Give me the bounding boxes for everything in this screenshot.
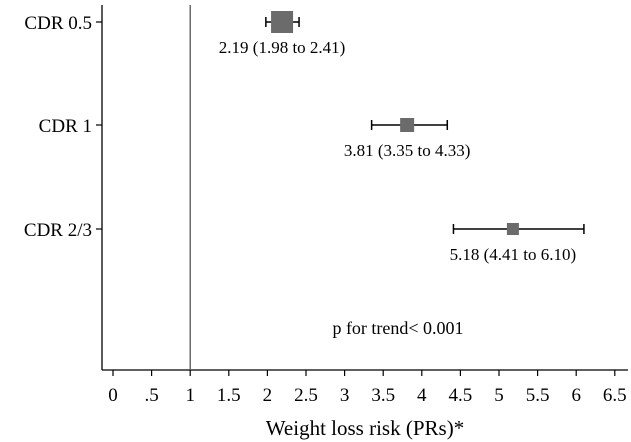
x-tick-label: 1 <box>185 385 195 406</box>
estimate-label: 2.19 (1.98 to 2.41) <box>219 38 346 57</box>
estimate-rows: CDR 0.5 2.19 (1.98 to 2.41) CDR 1 3.81 (3.3… <box>24 11 584 264</box>
row-label: CDR 0.5 <box>24 13 92 34</box>
x-tick-label: 4 <box>417 385 427 406</box>
x-tick-label: 1.5 <box>217 385 241 406</box>
x-axis-title: Weight loss risk (PRs)* <box>266 416 464 440</box>
x-tick-label: .5 <box>144 385 158 406</box>
trend-annotation: p for trend< 0.001 <box>332 318 463 338</box>
x-tick-label: 5 <box>494 385 504 406</box>
x-tick-label: 6 <box>571 385 581 406</box>
row-label: CDR 2/3 <box>24 220 92 241</box>
x-tick-label: 4.5 <box>449 385 473 406</box>
x-tick-label: 3.5 <box>371 385 395 406</box>
estimate-label: 3.81 (3.35 to 4.33) <box>344 141 471 160</box>
point-estimate-marker <box>400 118 414 132</box>
x-tick-label: 5.5 <box>526 385 550 406</box>
x-tick-label: 0 <box>108 385 118 406</box>
x-tick-group: 0 .5 1 1.5 2 2.5 3 3.5 4 4.5 5 5.5 6 6.5 <box>108 370 626 406</box>
x-tick-label: 2 <box>263 385 273 406</box>
row-label: CDR 1 <box>39 116 92 137</box>
x-tick-label: 6.5 <box>603 385 627 406</box>
x-tick-label: 3 <box>340 385 350 406</box>
estimate-label: 5.18 (4.41 to 6.10) <box>450 245 577 264</box>
point-estimate-marker <box>271 11 293 33</box>
point-estimate-marker <box>507 223 519 235</box>
x-tick-label: 2.5 <box>294 385 318 406</box>
